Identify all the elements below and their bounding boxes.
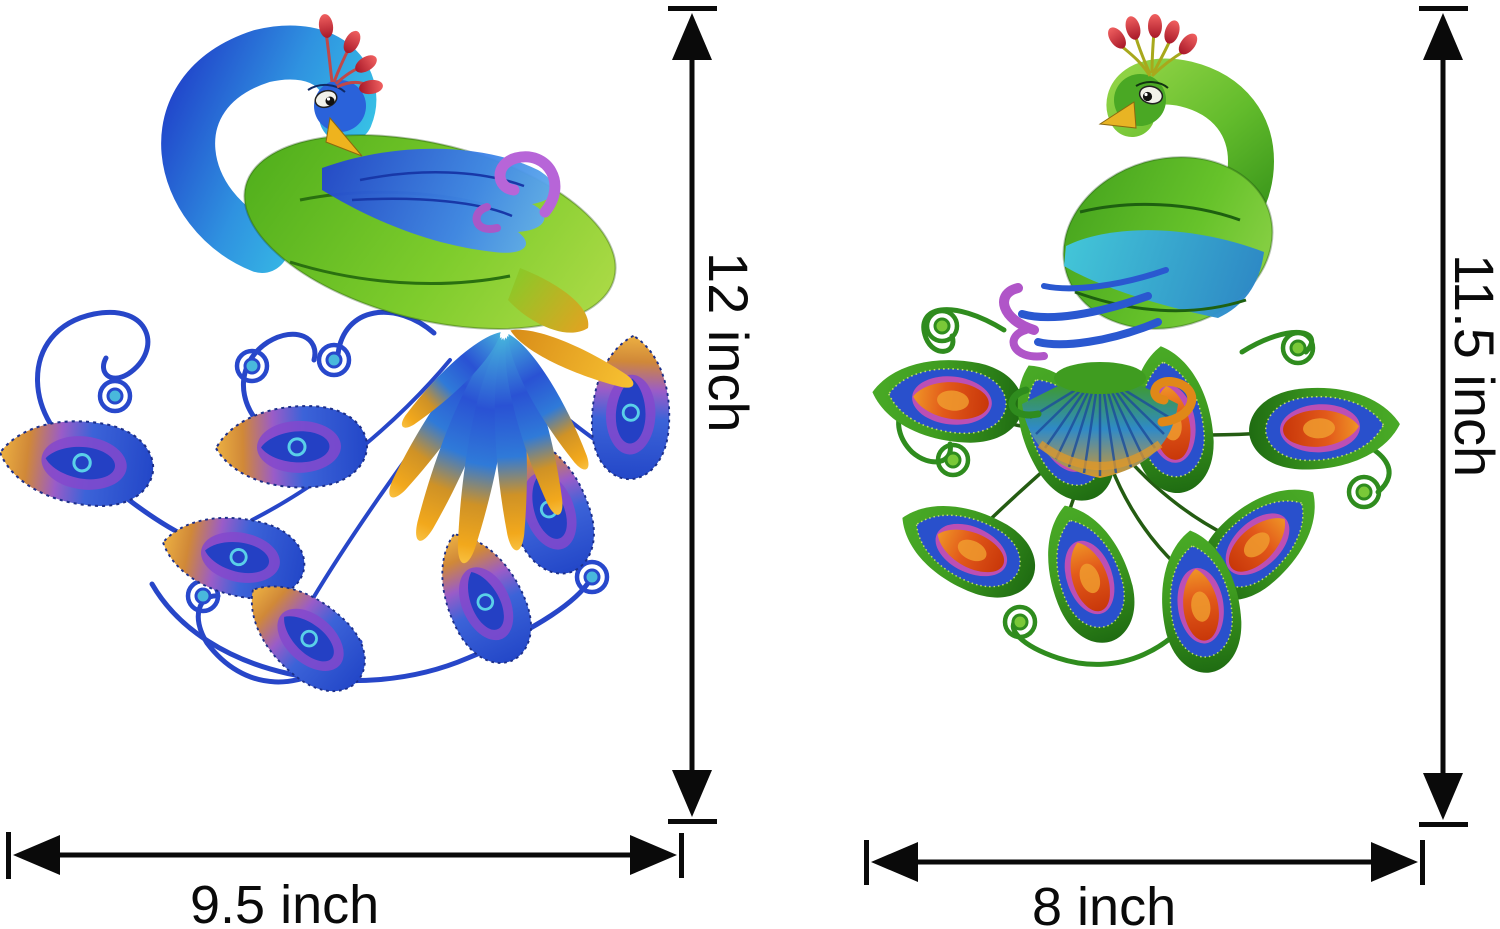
width-arrow-left: [6, 832, 684, 879]
height-arrow-right: [1419, 6, 1468, 827]
peacock-right-body: [999, 156, 1274, 361]
peacock-right-fan-base: [1008, 362, 1197, 478]
height-label-left: 12 inch: [697, 252, 760, 433]
dimension-arrows: [6, 6, 1468, 885]
peacock-right-artwork: [867, 14, 1404, 679]
peacock-left-body: [243, 134, 617, 333]
height-arrow-left: [668, 6, 717, 824]
width-arrow-right: [864, 840, 1425, 885]
peacock-left-head: [307, 80, 366, 157]
peacock-left-beak: [325, 116, 363, 157]
width-label-left: 9.5 inch: [190, 875, 380, 929]
peacock-right-beak: [1098, 101, 1137, 129]
width-label-right: 8 inch: [1032, 877, 1177, 929]
peacock-left-artwork: [0, 13, 674, 711]
height-label-right: 11.5 inch: [1443, 254, 1500, 478]
peacock-right-head: [1098, 74, 1169, 129]
